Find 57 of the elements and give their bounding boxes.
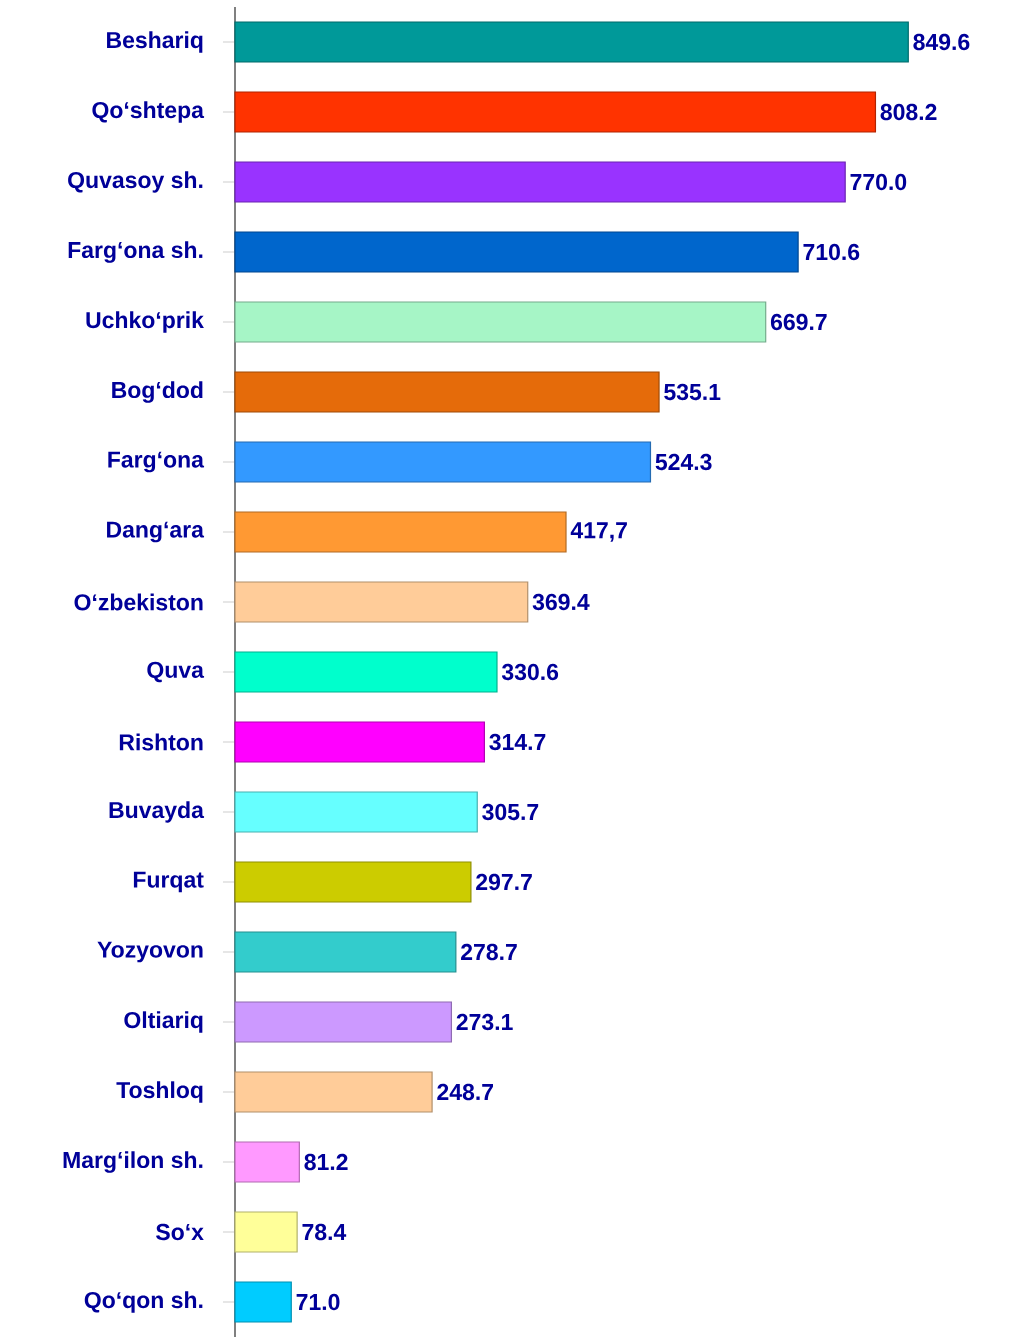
bar (234, 1281, 292, 1323)
bar (234, 511, 567, 553)
data-label: 770.0 (850, 173, 907, 191)
bar (234, 861, 472, 903)
data-label: 417,7 (570, 522, 627, 542)
bar (234, 91, 877, 133)
bar (234, 21, 909, 63)
bar (234, 301, 767, 343)
bar (234, 441, 652, 483)
data-label: 78.4 (302, 1223, 347, 1241)
y-tick-label: Furqat (133, 871, 204, 893)
y-tick-label: O‘zbekiston (74, 593, 203, 611)
bar (234, 791, 478, 833)
y-tick-label: Marg‘ilon sh. (63, 1151, 203, 1173)
data-label: 808.2 (880, 103, 937, 121)
data-label: 273.1 (456, 1013, 513, 1031)
data-label: 314.7 (489, 733, 546, 751)
bar (234, 1211, 298, 1253)
data-label: 524.3 (655, 453, 712, 471)
data-label: 849.6 (913, 33, 970, 51)
y-tick-label: Quva (147, 661, 205, 683)
y-tick-label: Qo‘shtepa (92, 101, 205, 123)
data-label: 278.7 (461, 943, 517, 961)
data-label: 369.4 (532, 593, 590, 611)
data-label: 305.7 (482, 803, 539, 821)
bar (234, 371, 660, 413)
y-tick-label: So‘x (156, 1223, 204, 1241)
y-tick-label: Bog‘dod (112, 381, 203, 403)
data-label: 330.6 (501, 663, 559, 681)
bar (234, 931, 457, 973)
bar (234, 721, 485, 763)
data-label: 535.1 (664, 383, 721, 401)
data-label: 297.7 (476, 873, 532, 891)
bar (234, 651, 498, 693)
y-tick-label: Farg‘ona sh. (68, 241, 203, 263)
y-tick-label: Rishton (119, 733, 203, 751)
y-tick-label: Uchko‘prik (86, 311, 204, 333)
y-tick-label: Yozyovon (97, 941, 203, 963)
y-tick-label: Quvasoy sh. (68, 171, 203, 193)
bar (234, 231, 799, 273)
data-label: 248.7 (437, 1083, 493, 1101)
bar (234, 1071, 433, 1113)
data-label: 669.7 (770, 313, 827, 331)
y-tick-label: Dang‘ara (107, 521, 205, 543)
y-tick-label: Toshloq (116, 1081, 203, 1103)
y-tick-label: Farg‘ona (108, 451, 205, 473)
bar (234, 581, 529, 623)
data-label: 81.2 (304, 1153, 348, 1171)
y-tick-label: Buvayda (109, 801, 205, 823)
bar (234, 1141, 300, 1183)
bar (234, 1001, 453, 1043)
data-label: 710.6 (803, 243, 860, 261)
y-tick-label: Oltiariq (124, 1011, 203, 1033)
y-tick-label: Qo‘qon sh. (84, 1291, 203, 1313)
y-tick-label: Beshariq (107, 31, 203, 53)
bar (234, 161, 846, 203)
data-label: 71.0 (296, 1293, 340, 1311)
